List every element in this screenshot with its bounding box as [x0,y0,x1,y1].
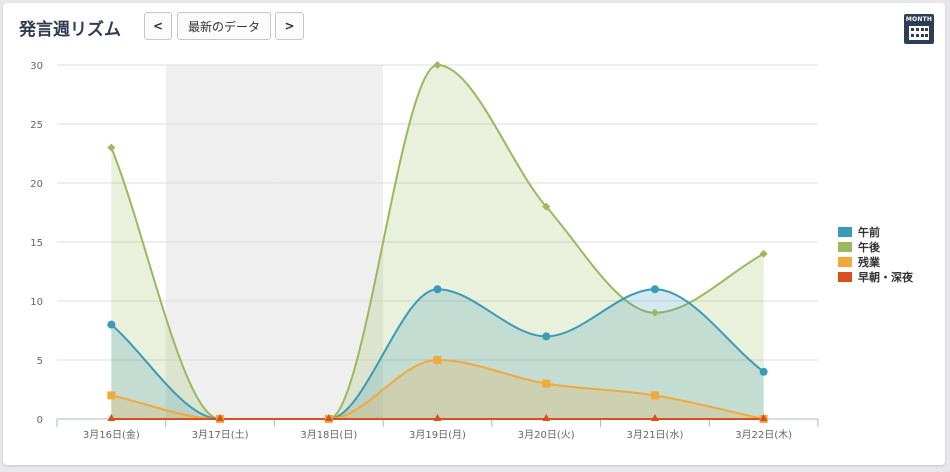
data-point [650,308,659,317]
data-point [107,320,116,329]
x-tick-label: 3月19日(月) [409,429,466,441]
data-point [324,414,333,421]
y-tick-label: 5 [37,356,43,367]
month-icon-label: MONTH [905,16,933,23]
next-week-button[interactable]: > [275,12,304,40]
series-area [111,360,764,419]
y-tick-label: 20 [30,179,43,190]
legend-item[interactable]: 早朝・深夜 [838,269,913,284]
chart-legend: 午前 午後 残業 早朝・深夜 [838,224,913,284]
page-title: 発言週リズム [19,20,121,40]
series-line [110,63,765,420]
data-point [542,414,551,421]
y-tick-label: 0 [37,415,43,426]
x-tick-label: 3月20日(火) [518,429,575,441]
data-point [107,391,116,400]
data-point [107,143,116,152]
legend-swatch [838,271,852,282]
data-point [759,367,768,376]
prev-week-button[interactable]: < [144,12,172,40]
y-tick-label: 15 [30,238,43,249]
x-tick-label: 3月18日(日) [300,429,357,441]
y-tick-label: 30 [30,61,43,72]
data-point [542,202,551,211]
legend-label: 午前 [858,225,880,239]
data-point [650,391,659,400]
legend-swatch [838,241,852,252]
data-point [650,414,659,421]
data-point [433,61,442,69]
legend-label: 残業 [858,255,880,269]
legend-item[interactable]: 残業 [838,254,913,269]
legend-item[interactable]: 午後 [838,239,913,254]
data-point [542,332,551,341]
series-area [111,289,764,419]
legend-swatch [838,226,852,237]
data-point [433,285,442,294]
data-point [433,414,442,421]
x-tick-label: 3月16日(金) [83,428,140,441]
data-point [433,356,442,364]
x-tick-label: 3月22日(木) [735,429,792,441]
x-tick-label: 3月21日(水) [626,429,683,441]
data-point [759,249,768,258]
legend-label: 午後 [858,240,880,254]
chart-card [3,3,945,465]
y-tick-label: 25 [30,120,43,131]
legend-swatch [838,256,852,267]
series-area [111,65,764,419]
latest-data-button[interactable]: 最新のデータ [177,12,271,40]
data-point [759,414,768,421]
calendar-grid-icon [909,26,929,40]
y-tick-label: 10 [30,297,43,308]
legend-item[interactable]: 午前 [838,224,913,239]
data-point [650,285,659,294]
month-view-icon[interactable]: MONTH [904,14,934,44]
data-point [216,414,225,421]
data-point [107,414,116,421]
legend-label: 早朝・深夜 [858,270,913,284]
x-tick-label: 3月17日(土) [192,428,249,441]
data-point [542,379,551,388]
